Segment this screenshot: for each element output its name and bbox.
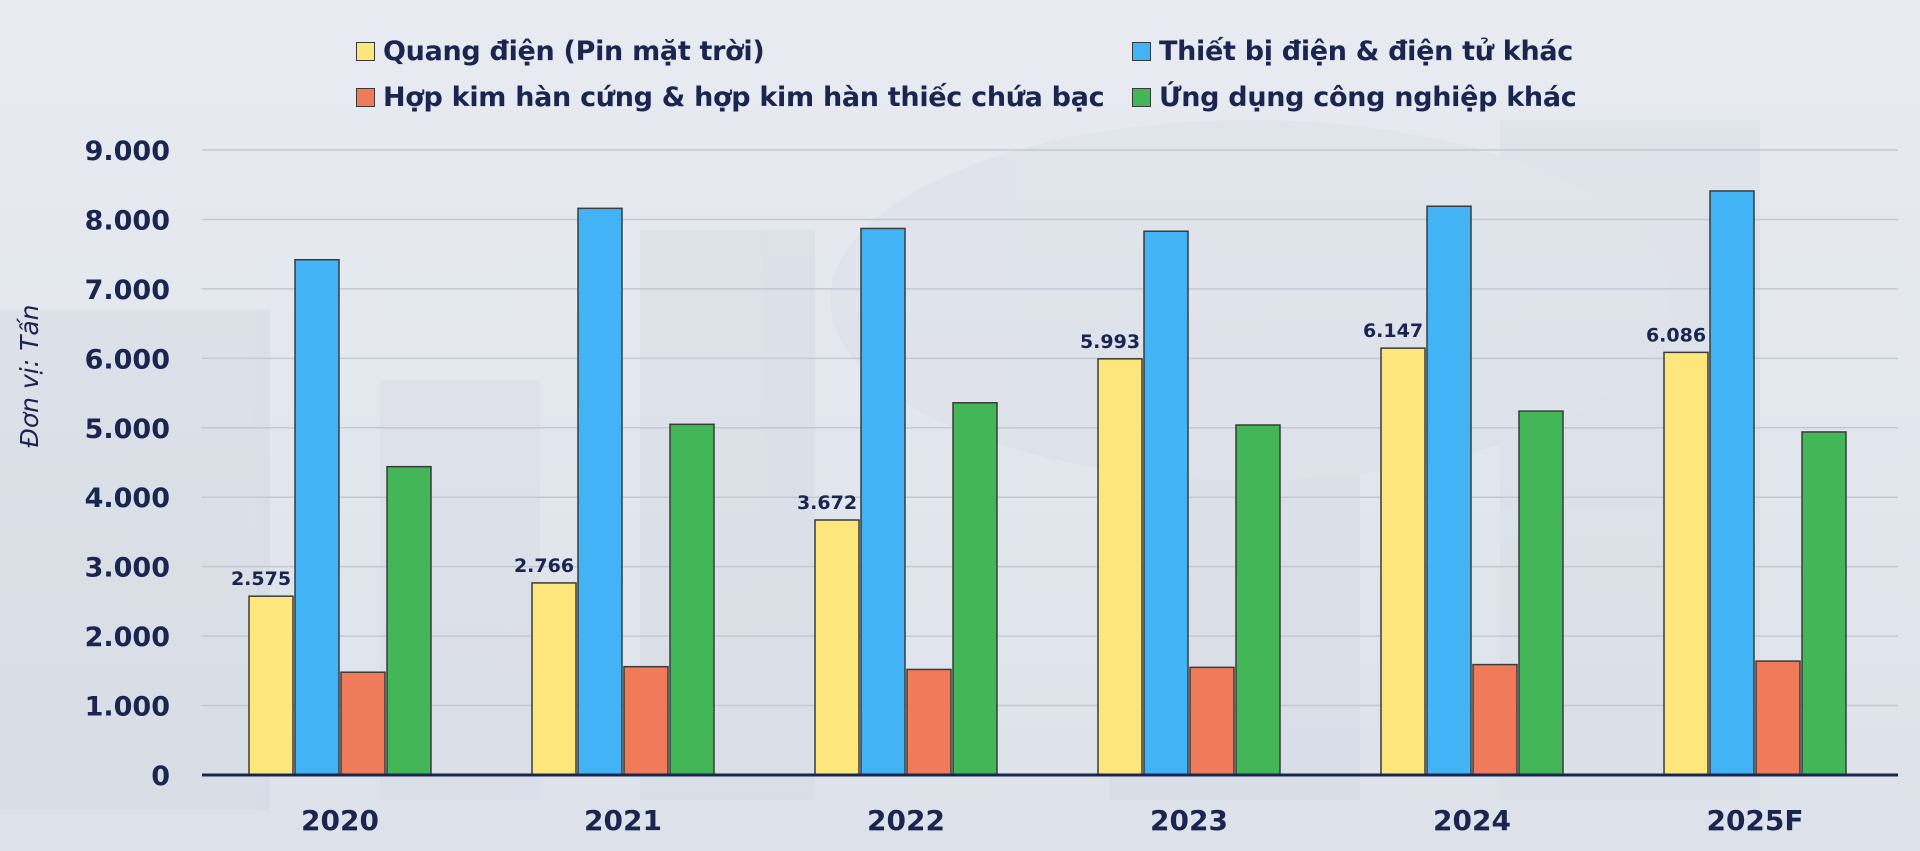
bar (248, 595, 294, 776)
bar (386, 465, 432, 776)
legend-swatch-thiet-bi-dien (1132, 41, 1151, 61)
bar (1709, 190, 1755, 776)
bar (1097, 358, 1143, 776)
x-tick-label: 2022 (867, 804, 945, 837)
bar (860, 227, 906, 776)
legend-item-hop-kim-han: Hợp kim hàn cứng & hợp kim hàn thiếc chứ… (356, 81, 1105, 113)
legend-swatch-ung-dung-cong-nghiep (1132, 87, 1151, 107)
data-label: 2.766 (514, 555, 574, 577)
bar (1518, 410, 1564, 776)
bar (623, 665, 669, 776)
y-tick-label: 3.000 (85, 553, 170, 584)
y-tick-label: 2.000 (85, 622, 170, 653)
bar (814, 519, 860, 776)
y-axis-title: Đơn vị: Tấn (15, 304, 44, 447)
legend-label-quang-dien: Quang điện (Pin mặt trời) (383, 35, 765, 67)
x-tick-label: 2024 (1433, 804, 1511, 837)
y-tick-label: 8.000 (85, 205, 170, 236)
y-tick-label: 7.000 (85, 275, 170, 306)
y-tick-label: 9.000 (85, 136, 170, 167)
y-tick-label: 0 (151, 761, 170, 792)
bar (1663, 351, 1709, 776)
bar (1235, 424, 1281, 776)
x-tick-label: 2020 (301, 804, 379, 837)
legend-item-ung-dung-cong-nghiep: Ứng dụng công nghiệp khác (1132, 81, 1577, 113)
data-label: 2.575 (231, 568, 291, 590)
data-label: 6.086 (1646, 324, 1706, 346)
data-label: 3.672 (797, 492, 857, 514)
legend-item-quang-dien: Quang điện (Pin mặt trời) (356, 35, 765, 67)
y-tick-label: 4.000 (85, 483, 170, 514)
bar (294, 258, 340, 776)
bar (1801, 431, 1847, 776)
bar (577, 207, 623, 776)
y-tick-label: 6.000 (85, 344, 170, 375)
x-tick-label: 2025F (1706, 804, 1803, 837)
legend-swatch-quang-dien (356, 41, 375, 61)
legend-label-hop-kim-han: Hợp kim hàn cứng & hợp kim hàn thiếc chứ… (383, 81, 1105, 113)
legend-swatch-hop-kim-han (356, 87, 375, 107)
data-label: 5.993 (1080, 331, 1140, 353)
bar (1189, 666, 1235, 776)
x-tick-label: 2023 (1150, 804, 1228, 837)
legend-item-thiet-bi-dien: Thiết bị điện & điện tử khác (1132, 35, 1574, 67)
bar (1380, 347, 1426, 776)
bar (906, 668, 952, 776)
bar (1755, 660, 1801, 776)
x-tick-label: 2021 (584, 804, 662, 837)
legend-label-ung-dung-cong-nghiep: Ứng dụng công nghiệp khác (1159, 81, 1577, 113)
bar (669, 423, 715, 776)
bar (1143, 230, 1189, 776)
data-label: 6.147 (1363, 320, 1423, 342)
y-tick-label: 1.000 (85, 692, 170, 723)
bar (1472, 663, 1518, 776)
y-tick-label: 5.000 (85, 414, 170, 445)
legend-label-thiet-bi-dien: Thiết bị điện & điện tử khác (1159, 35, 1574, 67)
bar (531, 582, 577, 776)
bar (1426, 205, 1472, 776)
bar (340, 671, 386, 776)
bar (952, 402, 998, 776)
